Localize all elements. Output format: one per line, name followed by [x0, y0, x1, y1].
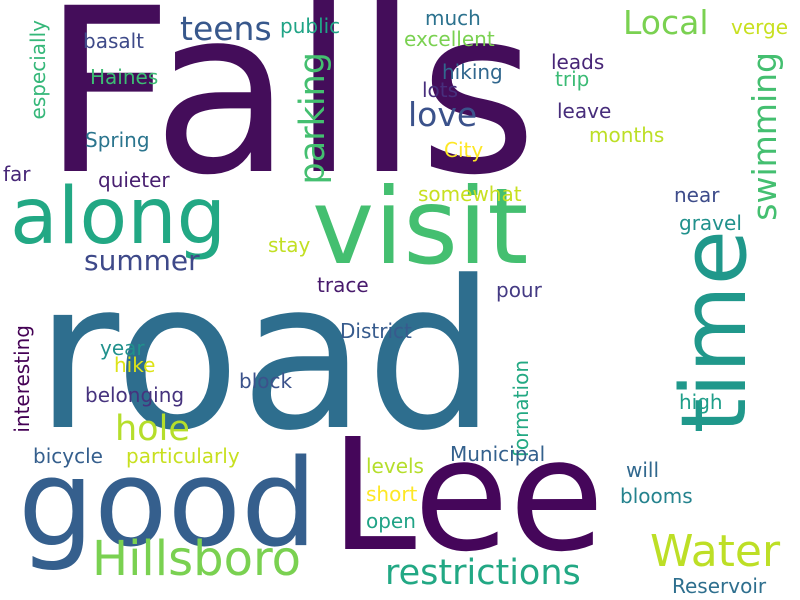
word-local: Local — [623, 3, 709, 42]
word-good: good — [18, 435, 318, 574]
word-basalt: basalt — [83, 29, 145, 53]
word-belonging: belonging — [85, 383, 185, 407]
word-summer: summer — [84, 244, 200, 277]
word-blooms: blooms — [620, 484, 693, 508]
word-somewhat: somewhat — [418, 182, 522, 206]
word-district: District — [340, 319, 412, 343]
word-excellent: excellent — [404, 27, 495, 51]
word-levels: levels — [366, 454, 424, 478]
word-short: short — [366, 482, 418, 506]
word-open: open — [366, 509, 416, 533]
word-will: will — [626, 458, 660, 482]
word-lee: Lee — [330, 405, 605, 586]
word-months: months — [589, 123, 665, 147]
word-interesting: interesting — [10, 325, 34, 433]
word-trace: trace — [317, 273, 369, 297]
word-parking: parking — [293, 52, 333, 185]
word-bicycle: bicycle — [33, 444, 103, 468]
word-pour: pour — [496, 278, 542, 302]
word-road: road — [35, 238, 496, 476]
word-spring: Spring — [85, 128, 150, 152]
word-near: near — [674, 183, 720, 207]
word-stay: stay — [268, 233, 311, 257]
word-trip: trip — [555, 67, 590, 91]
word-reservoir: Reservoir — [672, 574, 767, 598]
word-far: far — [3, 162, 31, 186]
word-block: block — [239, 369, 293, 393]
word-teens: teens — [180, 9, 272, 48]
word-high: high — [679, 390, 723, 414]
word-public: public — [280, 14, 341, 38]
word-visit: visit — [312, 166, 529, 288]
word-haines: Haines — [90, 65, 159, 89]
word-lots: lots — [422, 78, 459, 102]
word-gravel: gravel — [679, 211, 742, 235]
word-hillsboro: Hillsboro — [92, 531, 301, 587]
word-year: year — [100, 336, 145, 360]
word-quieter: quieter — [98, 168, 170, 192]
word-water: Water — [650, 526, 781, 577]
word-love: love — [408, 95, 478, 134]
word-city: City — [444, 138, 484, 162]
word-restrictions: restrictions — [385, 553, 581, 593]
word-hike: hike — [114, 353, 156, 377]
word-municipal: Municipal — [450, 442, 546, 466]
word-verge: verge — [731, 15, 789, 39]
word-hiking: hiking — [442, 60, 503, 84]
word-particularly: particularly — [126, 444, 240, 468]
word-especially: especially — [26, 20, 50, 120]
word-much: much — [425, 6, 481, 30]
word-leave: leave — [557, 99, 612, 123]
word-along: along — [10, 172, 227, 262]
word-swimming: swimming — [745, 52, 784, 221]
word-falls: Falls — [42, 0, 538, 225]
word-leads: leads — [551, 50, 605, 74]
word-hole: hole — [115, 409, 190, 449]
